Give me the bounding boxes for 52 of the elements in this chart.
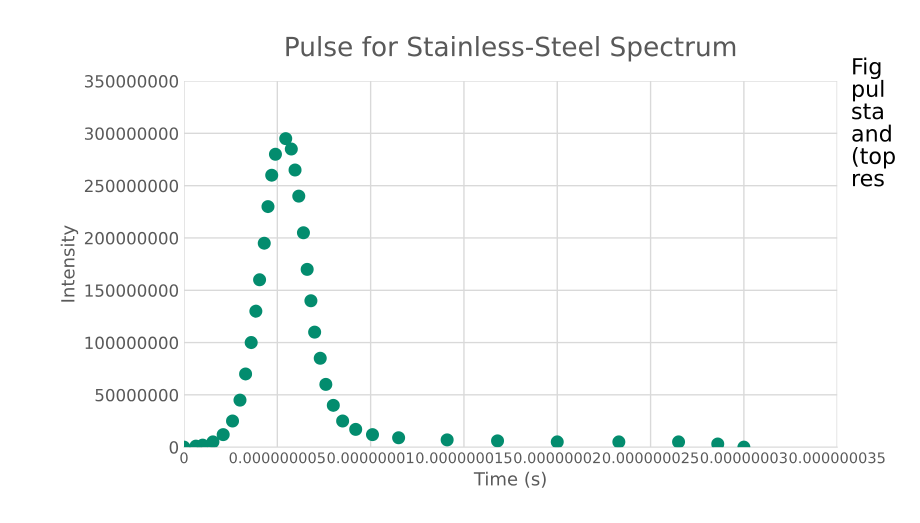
- y-tick-label: 50000000: [96, 388, 178, 402]
- point: [261, 200, 274, 214]
- point: [440, 433, 454, 446]
- x-tick-label: 0: [180, 452, 188, 464]
- point: [550, 435, 564, 448]
- y-tick-label: 0: [170, 441, 178, 454]
- point: [296, 226, 310, 240]
- point: [226, 414, 240, 428]
- y-tick-label: 250000000: [84, 180, 178, 192]
- point: [319, 378, 332, 391]
- x-tick-label: 0.00000002: [514, 452, 600, 464]
- point: [284, 142, 298, 156]
- x-tick-label: 0.00000001: [328, 452, 414, 464]
- point: [244, 336, 258, 350]
- point: [268, 148, 282, 161]
- point: [304, 294, 318, 308]
- x-tick-label: 0.000000025: [602, 452, 698, 464]
- point: [279, 132, 292, 146]
- point: [206, 435, 220, 448]
- point: [366, 428, 379, 442]
- y-axis-title: Intensity: [60, 225, 78, 302]
- y-tick-label: 200000000: [84, 232, 178, 245]
- point: [265, 168, 278, 182]
- y-tick-label: 350000000: [84, 75, 178, 88]
- point: [253, 273, 266, 286]
- point: [292, 190, 306, 203]
- point: [233, 394, 246, 407]
- x-tick-label: 0.000000015: [416, 452, 512, 464]
- point: [349, 422, 362, 436]
- x-tick-label: 0.000000035: [789, 452, 885, 464]
- y-tick-label: 300000000: [84, 127, 178, 140]
- point: [258, 236, 271, 250]
- point: [288, 163, 302, 176]
- x-tick-label: 0.00000003: [700, 452, 787, 464]
- point: [300, 262, 314, 276]
- x-tick-label: 0.000000005: [230, 452, 325, 464]
- point: [249, 304, 262, 318]
- point: [308, 326, 322, 339]
- point: [612, 435, 626, 448]
- point: [239, 367, 252, 380]
- point: [326, 398, 340, 412]
- text: Fig pul sta and (top res: [852, 58, 895, 186]
- chart-title: Pulse for Stainless-Steel Spectrum: [286, 36, 736, 62]
- point: [314, 352, 327, 365]
- x-axis-title: Time (s): [474, 472, 546, 488]
- point: [672, 435, 686, 448]
- point: [392, 431, 406, 444]
- point: [216, 428, 230, 442]
- y-tick-label: 150000000: [86, 284, 178, 297]
- y-tick-label: 100000000: [86, 336, 178, 350]
- point: [491, 434, 504, 448]
- point: [336, 414, 350, 428]
